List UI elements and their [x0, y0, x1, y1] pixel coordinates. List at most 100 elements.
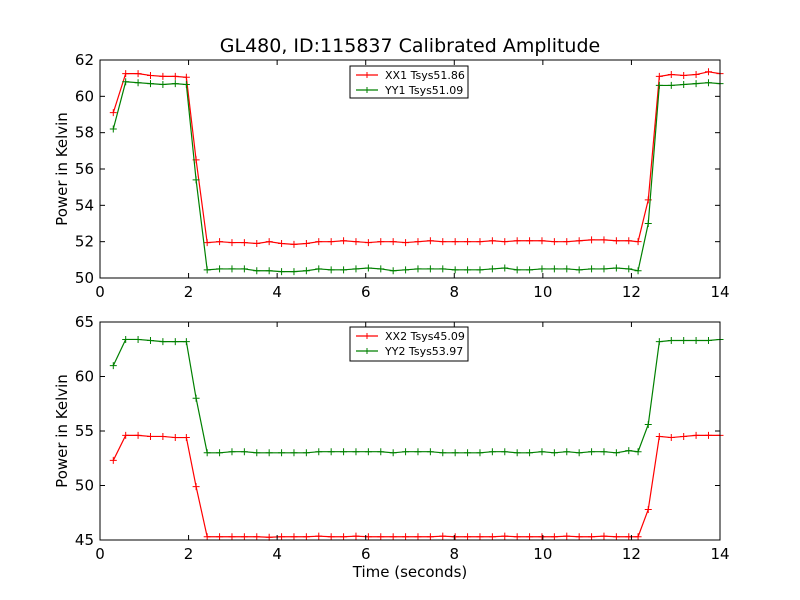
data-point: [625, 237, 633, 245]
data-point: [550, 265, 558, 273]
data-point: [216, 265, 224, 273]
data-point: [476, 449, 484, 457]
data-point: [122, 78, 130, 86]
data-point: [109, 109, 117, 117]
data-point: [488, 237, 496, 245]
data-point: [216, 449, 224, 457]
data-point: [692, 337, 700, 345]
bottom-plot: 0 2 4 6 8 10 12 14 45 50 55 60 65 Power in Kelvin Time…: [53, 313, 730, 581]
data-point: [575, 449, 583, 457]
data-point: [588, 265, 596, 273]
y-tick-label: 60: [75, 87, 94, 105]
data-point: [476, 238, 484, 246]
legend-box: [349, 326, 469, 362]
x-tick-label: 12: [622, 283, 641, 301]
data-point: [402, 266, 410, 274]
data-point: [488, 448, 496, 456]
data-point: [692, 431, 700, 439]
data-point: [134, 335, 142, 343]
data-point: [414, 533, 422, 541]
data-point: [426, 533, 434, 541]
x-tick-label: 4: [272, 283, 282, 301]
data-point: [414, 448, 422, 456]
y-tick-label: 65: [75, 313, 94, 331]
y-tick-label: 56: [75, 160, 94, 178]
data-point: [171, 434, 179, 442]
data-point: [667, 71, 675, 79]
y-axis-label: Power in Kelvin: [53, 374, 71, 488]
x-tick-label: 14: [710, 283, 729, 301]
data-point: [667, 337, 675, 345]
legend: XX2 Tsys45.09 YY2 Tsys53.97: [349, 326, 469, 362]
data-point: [109, 362, 117, 370]
data-point: [159, 72, 167, 80]
data-point: [634, 448, 642, 456]
x-tick-label: 0: [95, 283, 105, 301]
x-tick-label: 6: [361, 545, 371, 563]
data-point: [377, 533, 385, 541]
data-point: [146, 432, 154, 440]
data-point: [414, 238, 422, 246]
data-point: [426, 237, 434, 245]
data-point: [655, 338, 663, 346]
data-point: [680, 71, 688, 79]
data-point: [667, 434, 675, 442]
data-point: [327, 448, 335, 456]
y-tick-label: 55: [75, 422, 94, 440]
data-point: [513, 266, 521, 274]
data-point: [538, 448, 546, 456]
data-point: [290, 449, 298, 457]
x-tick-label: 2: [184, 283, 194, 301]
data-point: [588, 236, 596, 244]
data-point: [265, 449, 273, 457]
data-point: [692, 80, 700, 88]
x-tick-label: 0: [95, 545, 105, 563]
data-point: [526, 533, 534, 541]
x-tick-label: 10: [533, 283, 552, 301]
data-point: [146, 71, 154, 79]
data-point: [476, 266, 484, 274]
legend-marker: [364, 348, 370, 354]
data-point: [290, 533, 298, 541]
data-point: [315, 448, 323, 456]
data-point: [228, 239, 236, 247]
data-point: [253, 239, 261, 247]
data-point: [290, 268, 298, 276]
data-point: [513, 449, 521, 457]
data-point: [340, 448, 348, 456]
data-point: [389, 533, 397, 541]
data-point: [625, 447, 633, 455]
data-point: [253, 449, 261, 457]
legend: XX1 Tsys51.86 YY1 Tsys51.09: [349, 65, 469, 99]
data-point: [464, 533, 472, 541]
data-point: [302, 239, 310, 247]
data-point: [575, 266, 583, 274]
data-point: [240, 533, 248, 541]
data-point: [451, 533, 459, 541]
chart-title: GL480, ID:115837 Calibrated Amplitude: [220, 35, 600, 57]
data-point: [655, 72, 663, 80]
data-point: [464, 266, 472, 274]
data-point: [159, 338, 167, 346]
x-tick-label: 2: [184, 545, 194, 563]
data-point: [680, 432, 688, 440]
data-point: [122, 335, 130, 343]
data-point: [228, 533, 236, 541]
data-point: [146, 337, 154, 345]
data-point: [426, 265, 434, 273]
y-axis-label: Power in Kelvin: [53, 112, 71, 226]
x-tick-label: 12: [622, 545, 641, 563]
data-point: [513, 237, 521, 245]
y-tick-label: 62: [75, 51, 94, 69]
data-point: [476, 533, 484, 541]
data-point: [352, 265, 360, 273]
data-point: [389, 238, 397, 246]
data-point: [451, 238, 459, 246]
data-point: [692, 71, 700, 79]
data-point: [550, 449, 558, 457]
x-tick-label: 14: [710, 545, 729, 563]
data-point: [563, 265, 571, 273]
data-point: [550, 238, 558, 246]
data-point: [513, 533, 521, 541]
x-tick-label: 10: [533, 545, 552, 563]
